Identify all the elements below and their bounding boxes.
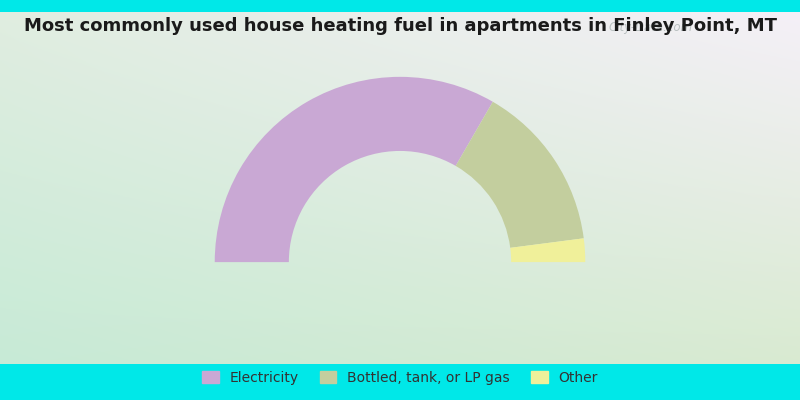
- Text: City-Data.com: City-Data.com: [609, 21, 693, 34]
- Wedge shape: [456, 102, 584, 248]
- Wedge shape: [214, 77, 493, 262]
- Legend: Electricity, Bottled, tank, or LP gas, Other: Electricity, Bottled, tank, or LP gas, O…: [202, 371, 598, 385]
- Wedge shape: [510, 238, 586, 262]
- Text: Most commonly used house heating fuel in apartments in Finley Point, MT: Most commonly used house heating fuel in…: [23, 17, 777, 35]
